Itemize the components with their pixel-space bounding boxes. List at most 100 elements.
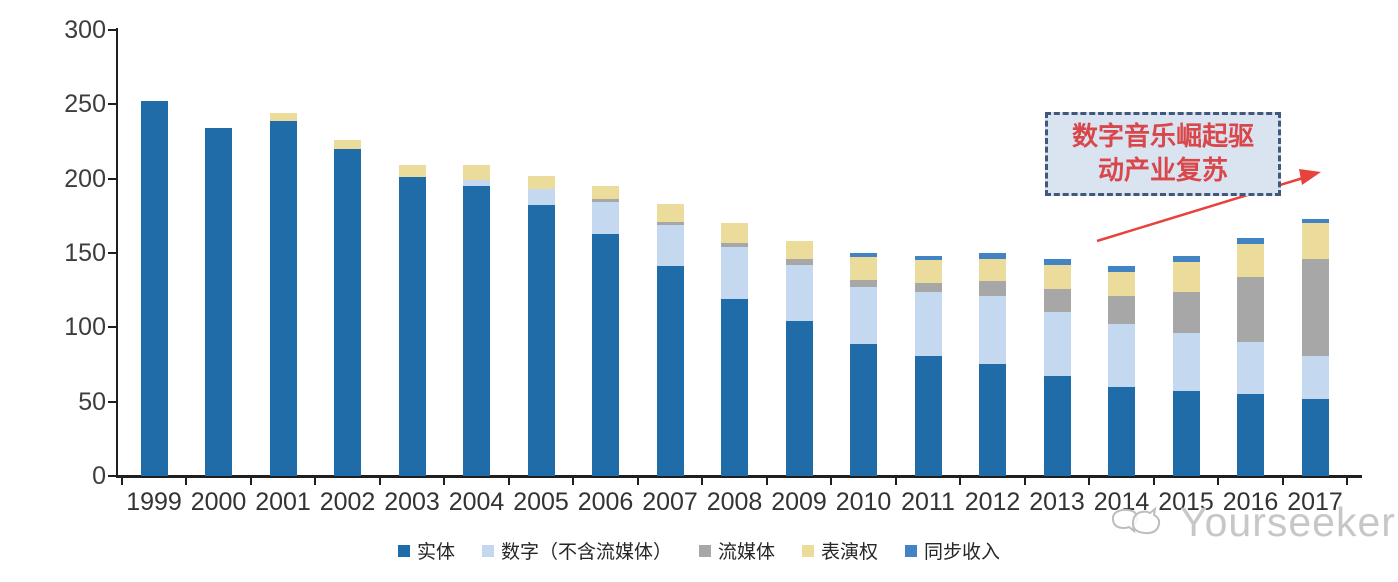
- bar-segment: [656, 224, 684, 267]
- bar-2008: [721, 223, 748, 476]
- bar-segment: [1301, 398, 1329, 476]
- legend-item: 数字（不含流媒体）: [481, 537, 672, 564]
- bar-segment: [1301, 355, 1329, 399]
- legend-swatch-icon: [905, 544, 918, 557]
- bar-2012: [979, 253, 1006, 476]
- bar-segment: [1237, 394, 1264, 476]
- bar-segment: [850, 343, 877, 476]
- bar-2016: [1237, 238, 1264, 476]
- x-axis-label: 2015: [1158, 488, 1214, 516]
- y-axis-tick: [108, 103, 117, 106]
- bar-segment: [850, 279, 877, 288]
- bar-segment: [721, 223, 748, 243]
- legend-swatch-icon: [698, 544, 711, 557]
- bar-segment: [334, 140, 361, 149]
- bar-segment: [721, 242, 748, 248]
- bar-segment: [850, 257, 877, 280]
- x-axis-tick: [894, 478, 897, 485]
- bar-2017: [1301, 218, 1329, 476]
- bar-segment: [463, 186, 490, 476]
- watermark-logo-icon: [1111, 506, 1161, 535]
- x-axis-line: [116, 475, 1362, 478]
- bar-segment: [850, 253, 877, 258]
- bar-2007: [656, 203, 684, 476]
- x-axis-tick: [830, 478, 833, 485]
- bar-segment: [914, 260, 942, 283]
- bar-segment: [1043, 312, 1071, 377]
- bar-segment: [463, 180, 490, 187]
- x-axis-tick: [378, 478, 381, 485]
- legend-item: 同步收入: [905, 537, 1000, 564]
- bar-segment: [269, 113, 297, 121]
- bar-segment: [979, 364, 1006, 476]
- x-axis-tick: [443, 478, 446, 485]
- legend-swatch-icon: [397, 544, 410, 557]
- legend-item: 流媒体: [698, 537, 775, 564]
- legend-label: 表演权: [821, 542, 879, 563]
- bar-segment: [914, 282, 942, 292]
- bar-segment: [1108, 272, 1135, 297]
- bar-2005: [527, 175, 555, 476]
- bar-2004: [463, 165, 490, 476]
- annotation-text-line1: 数字音乐崛起驱: [1071, 122, 1254, 151]
- y-axis-tick: [108, 475, 117, 477]
- legend-item: 表演权: [802, 537, 878, 564]
- bar-segment: [979, 258, 1006, 282]
- legend-swatch-icon: [481, 544, 494, 557]
- bar-segment: [1172, 291, 1200, 334]
- bar-segment: [269, 120, 297, 476]
- bar-segment: [592, 199, 619, 203]
- bar-segment: [785, 321, 813, 476]
- legend-item: 实体: [397, 537, 455, 564]
- watermark-text: Yourseeker: [1180, 498, 1396, 545]
- bar-segment: [914, 355, 942, 476]
- bar-segment: [914, 291, 942, 356]
- x-axis-label: 2004: [448, 488, 505, 516]
- bar-segment: [1237, 244, 1264, 277]
- bar-segment: [656, 221, 684, 225]
- y-axis-tick: [108, 177, 117, 180]
- x-axis-label: 2010: [835, 488, 892, 516]
- bar-segment: [1172, 261, 1200, 292]
- bar-segment: [398, 177, 426, 476]
- bar-segment: [592, 202, 619, 234]
- y-axis-tick: [108, 252, 117, 254]
- x-axis-tick: [701, 478, 704, 485]
- bar-2002: [334, 140, 361, 476]
- x-axis-tick: [507, 478, 510, 485]
- x-axis-label: 2000: [190, 488, 247, 516]
- x-axis-tick: [314, 478, 317, 485]
- bar-2011: [914, 255, 942, 476]
- bar-segment: [850, 287, 877, 344]
- bar-segment: [1043, 288, 1071, 313]
- bar-segment: [1237, 276, 1264, 343]
- bar-segment: [1172, 391, 1200, 476]
- x-axis-label: 2012: [964, 488, 1021, 516]
- bar-segment: [1043, 264, 1071, 289]
- bar-2010: [850, 253, 877, 476]
- x-axis-tick: [185, 478, 188, 485]
- bar-segment: [527, 189, 555, 206]
- bar-segment: [1043, 258, 1071, 265]
- y-axis-line: [116, 28, 118, 477]
- bar-1999: [140, 101, 168, 476]
- bar-segment: [785, 241, 813, 259]
- legend-label: 实体: [416, 542, 455, 563]
- bar-segment: [1108, 386, 1135, 476]
- bar-segment: [721, 299, 748, 476]
- y-axis-label: 200: [64, 164, 106, 193]
- bar-segment: [1172, 255, 1200, 262]
- legend-label: 同步收入: [924, 542, 1001, 563]
- bar-segment: [1172, 333, 1200, 392]
- x-axis-tick: [1023, 478, 1026, 485]
- legend-label: 数字（不含流媒体）: [500, 542, 672, 563]
- y-axis-label: 50: [78, 387, 106, 416]
- bar-2013: [1043, 258, 1071, 476]
- x-axis-tick: [636, 478, 639, 485]
- chart-legend: 实体 数字（不含流媒体） 流媒体 表演权 同步收入: [0, 537, 1398, 564]
- bar-segment: [463, 165, 490, 181]
- x-axis-label: 2003: [384, 488, 440, 516]
- bar-segment: [1043, 376, 1071, 476]
- x-axis-label: 2006: [577, 488, 634, 516]
- bar-2015: [1172, 255, 1200, 476]
